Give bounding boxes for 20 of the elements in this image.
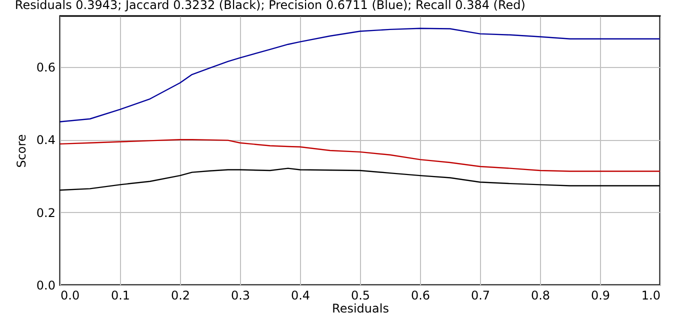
y-tick-label: 0.6 — [36, 60, 56, 74]
x-tick-label: 0.7 — [470, 288, 490, 302]
x-tick-label: 0.2 — [170, 288, 190, 302]
line-series — [59, 138, 661, 172]
x-axis-title: Residuals — [332, 302, 389, 316]
y-tick-label: 0.4 — [36, 133, 56, 148]
x-tick-label: 0.3 — [230, 288, 250, 302]
x-tick-label: 0.0 — [60, 288, 80, 302]
x-tick-label: 1.0 — [641, 288, 660, 302]
y-tick-label: 0.0 — [36, 278, 56, 292]
y-axis-title: Score — [14, 134, 28, 168]
x-tick-label: 0.6 — [410, 288, 430, 302]
chart-title: Residuals 0.3943; Jaccard 0.3232 (Black); Precision 0.6711 (Blue); Recall 0.384 (Red) — [14, 0, 526, 12]
x-tick-label: 0.5 — [350, 288, 370, 302]
x-tick-label: 0.1 — [110, 288, 130, 302]
x-tick-label: 0.4 — [290, 288, 310, 302]
y-tick-label: 0.2 — [36, 206, 56, 220]
x-tick-label: 0.9 — [590, 288, 610, 302]
line-series — [59, 28, 661, 122]
x-tick-label: 0.8 — [530, 288, 550, 302]
